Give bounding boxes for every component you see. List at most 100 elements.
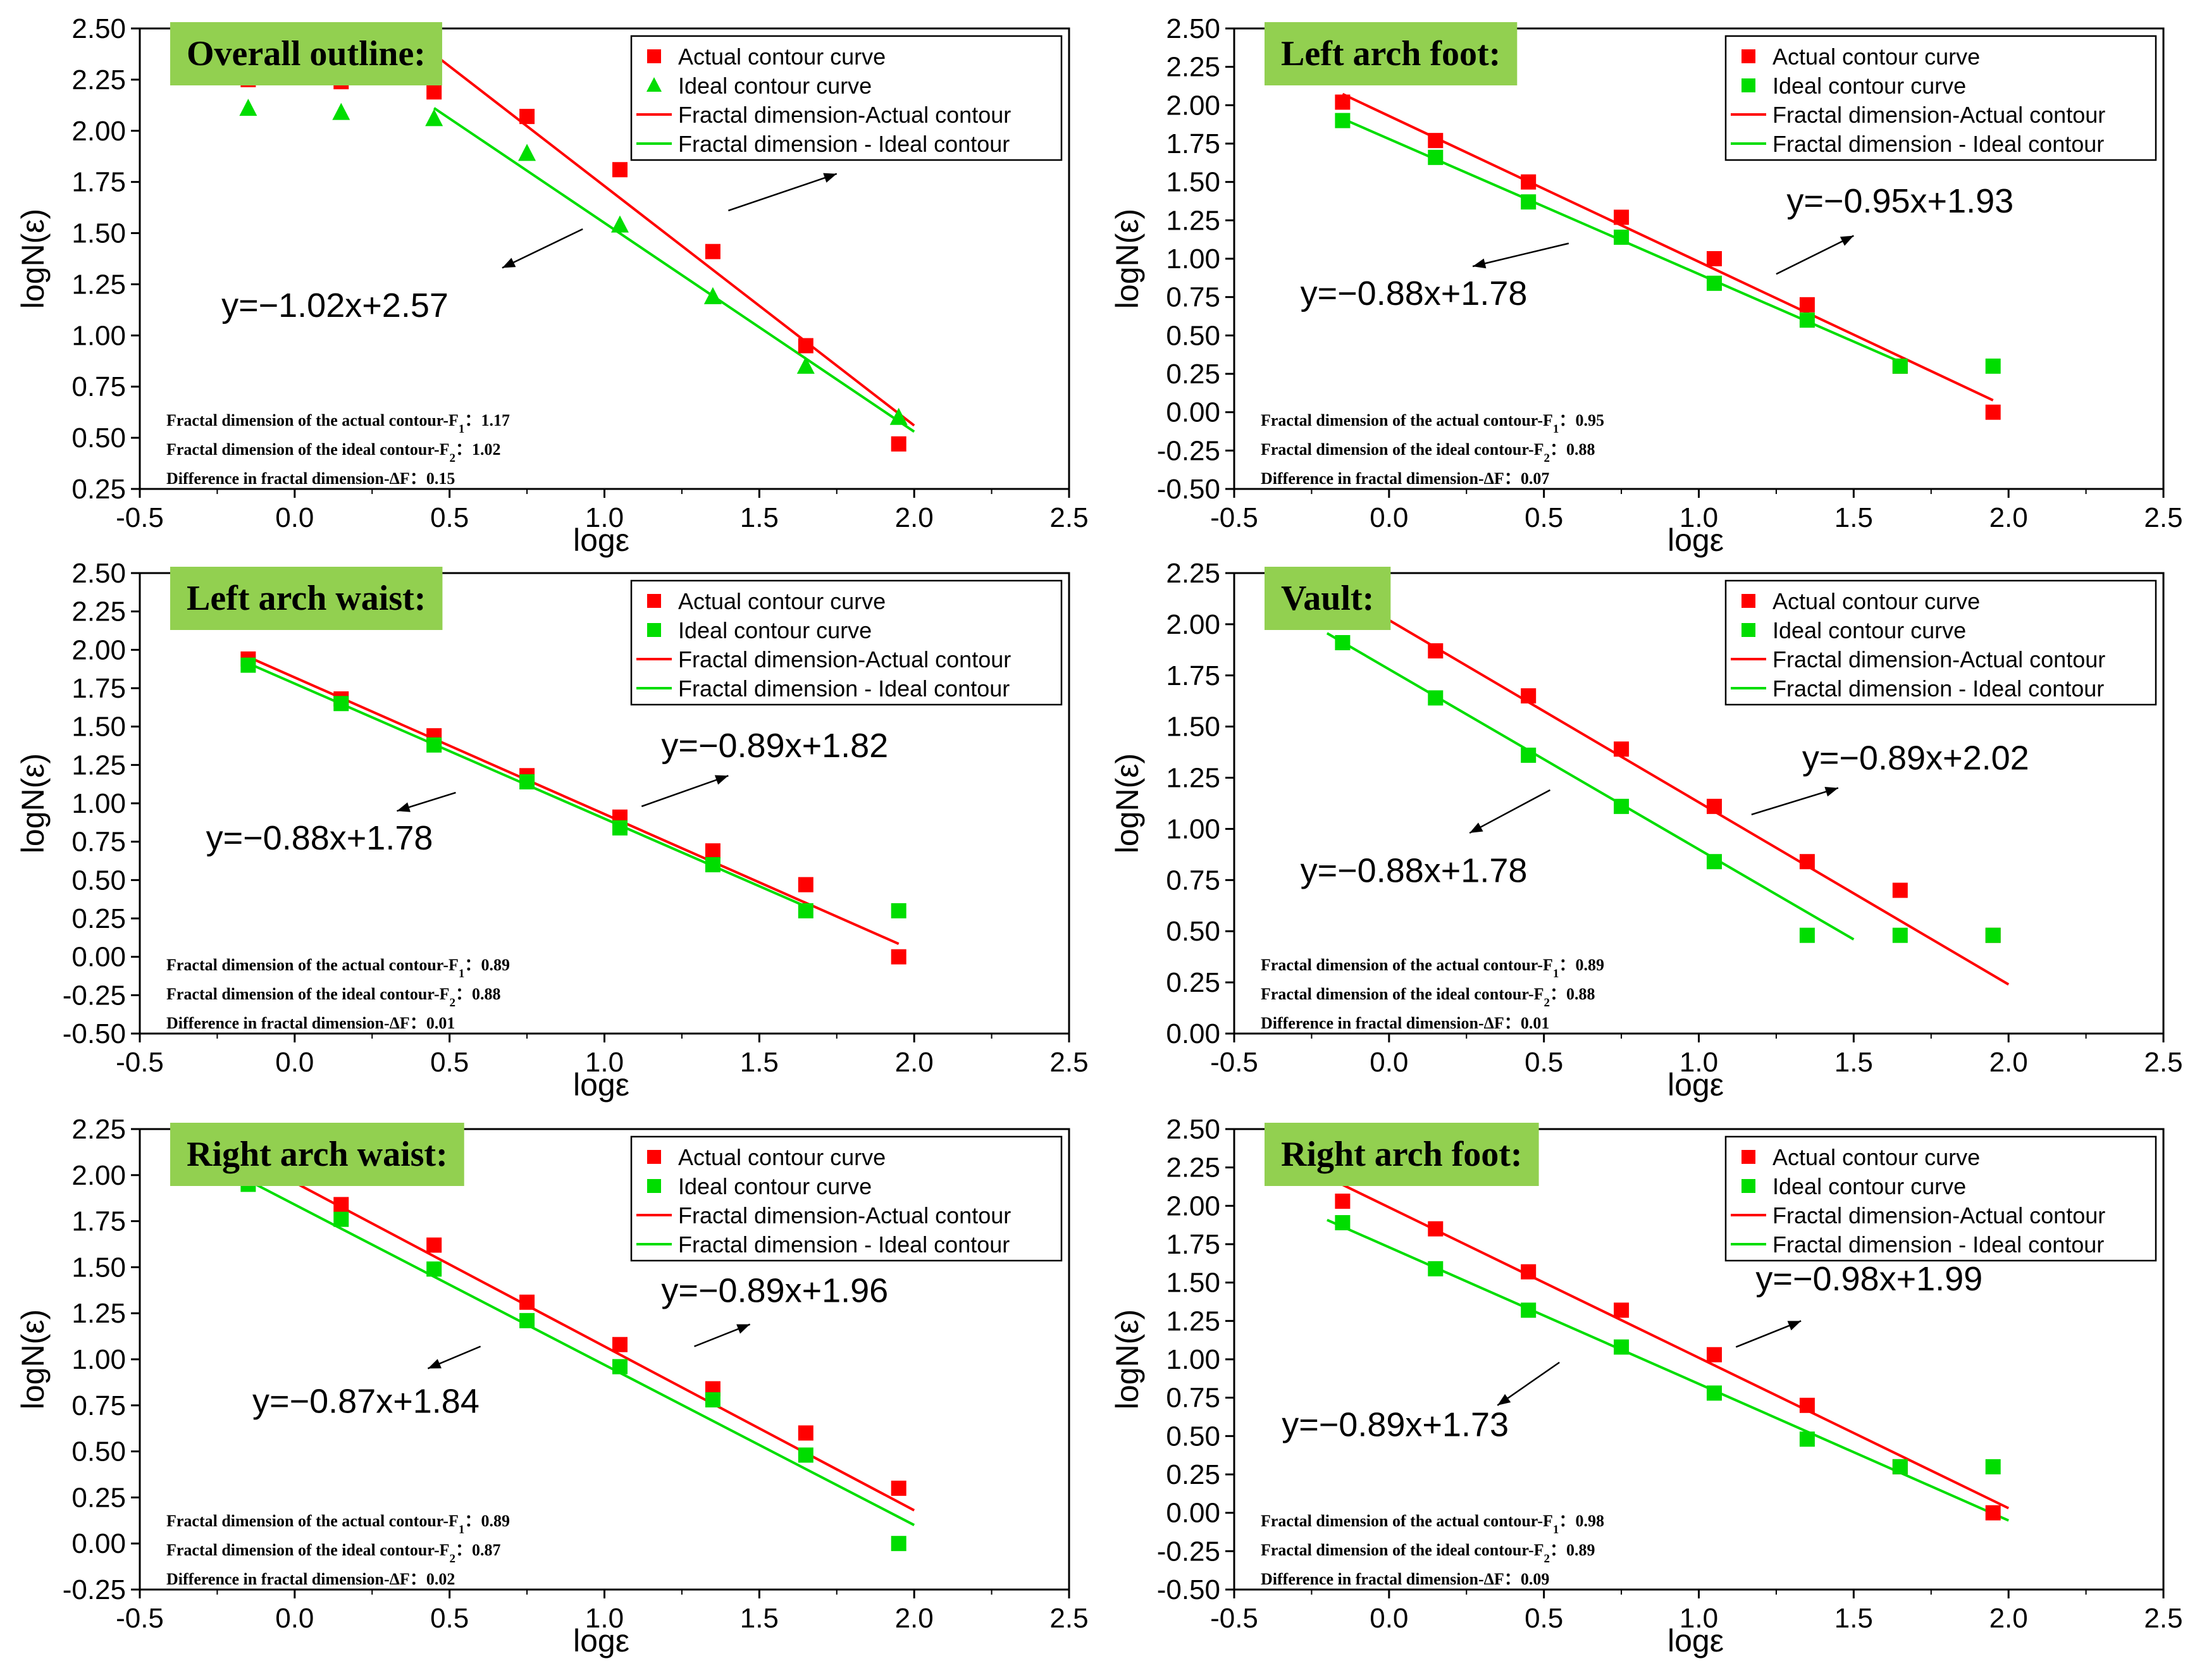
ideal-point xyxy=(518,144,536,161)
actual-point xyxy=(1335,94,1351,110)
fractal-note-colon: ： xyxy=(1559,411,1575,429)
fractal-note: Fractal dimension of the ideal contour-F… xyxy=(1261,440,1595,465)
legend-frame xyxy=(630,35,1063,161)
fractal-note-value: 0.15 xyxy=(426,469,455,488)
fractal-note-value: 0.01 xyxy=(426,1014,455,1032)
fractal-note-subscript: 1 xyxy=(1553,423,1559,436)
y-tick-label: 1.75 xyxy=(1166,660,1220,691)
fractal-note-label: Fractal dimension of the actual contour-… xyxy=(1261,1512,1553,1530)
fractal-note: Fractal dimension of the actual contour-… xyxy=(1261,411,1604,436)
actual-point xyxy=(1985,404,2001,420)
y-tick-label: 1.00 xyxy=(1166,244,1220,275)
fractal-note-value: 0.89 xyxy=(1566,1541,1595,1559)
y-tick-label: 2.00 xyxy=(71,634,126,665)
legend-marker xyxy=(1741,49,1755,63)
chart-panel-1: -0.5 0.0 0.5 1.0 1.5 2.0 2.5 0.25 0.50 0.75 1.00 1.… xyxy=(15,13,1089,558)
ideal-point xyxy=(519,1312,535,1328)
fractal-note-label: Fractal dimension of the ideal contour-F xyxy=(1261,1541,1544,1559)
chart-panel-4: -0.5 0.0 0.5 1.0 1.5 2.0 2.5 0.00 0.25 0.50 0.75 1.… xyxy=(1110,558,2183,1102)
ideal-point xyxy=(1892,1459,1908,1474)
x-tick-label: 1.0 xyxy=(585,1047,624,1078)
annotation-arrowhead xyxy=(736,1324,750,1334)
fractal-note: Fractal dimension of the actual contour-… xyxy=(1261,956,1604,980)
fractal-note-label: Fractal dimension of the actual contour-… xyxy=(166,1512,459,1530)
legend-label: Ideal contour curve xyxy=(1772,73,1966,99)
plot-area xyxy=(1326,591,2010,986)
ideal-point xyxy=(1428,690,1444,706)
y-tick-label: 0.25 xyxy=(71,1482,126,1513)
x-tick-label: 1.5 xyxy=(1834,502,1873,533)
actual-point xyxy=(891,1480,906,1496)
fit-line-actual xyxy=(1342,92,1994,402)
ideal-point xyxy=(1985,1459,2001,1474)
ideal-point xyxy=(1706,854,1722,870)
y-tick-label: -0.25 xyxy=(63,980,126,1011)
annotation-arrowhead xyxy=(714,775,729,785)
panel-title-background xyxy=(170,22,442,85)
y-tick-label: 2.50 xyxy=(1166,13,1220,44)
x-tick-label: 1.0 xyxy=(585,1603,624,1634)
x-axis-label: logε xyxy=(1667,522,1724,558)
actual-point xyxy=(1706,798,1722,814)
fractal-note-colon: ： xyxy=(455,985,472,1003)
y-tick-label: 1.75 xyxy=(71,167,126,198)
fractal-note-colon: ： xyxy=(1504,1570,1521,1588)
legend-frame xyxy=(1724,579,2157,706)
panel-title-background xyxy=(170,1123,464,1186)
ideal-point xyxy=(519,774,535,790)
x-tick-label: 2.5 xyxy=(1049,502,1088,533)
fit-equation-label: y=−0.98x+1.99 xyxy=(1755,1260,1983,1298)
fractal-note-colon: ： xyxy=(455,440,472,459)
panel-title-background xyxy=(170,567,443,630)
x-tick-label: -0.5 xyxy=(116,1603,164,1634)
y-tick-label: 1.50 xyxy=(71,1252,126,1283)
y-tick-label: 0.75 xyxy=(1166,282,1220,313)
fit-line-ideal xyxy=(1326,632,1855,941)
legend-label: Fractal dimension-Actual contour xyxy=(1772,646,2105,672)
x-tick-label: 1.5 xyxy=(740,502,779,533)
ideal-point xyxy=(705,857,721,873)
legend-label: Ideal contour curve xyxy=(678,73,872,99)
y-tick-label: 2.00 xyxy=(1166,609,1220,640)
fractal-note: Difference in fractal dimension-ΔF：0.01 xyxy=(166,1014,455,1032)
ideal-point xyxy=(796,356,815,374)
y-tick-label: 0.75 xyxy=(1166,1383,1220,1414)
fractal-note: Difference in fractal dimension-ΔF：0.09 xyxy=(1261,1570,1549,1588)
y-tick-label: -0.50 xyxy=(63,1018,126,1049)
annotation-arrowhead xyxy=(502,257,516,268)
x-tick-label: 1.5 xyxy=(1834,1603,1873,1634)
legend-label: Fractal dimension - Ideal contour xyxy=(678,131,1010,157)
fit-equation-label: y=−0.87x+1.84 xyxy=(252,1382,479,1420)
fractal-note-value: 0.01 xyxy=(1521,1014,1550,1032)
x-tick-label: 1.0 xyxy=(1680,502,1718,533)
y-tick-label: 1.75 xyxy=(1166,128,1220,159)
ideal-point xyxy=(798,1447,814,1463)
y-tick-label: 0.25 xyxy=(71,903,126,934)
fractal-note-subscript: 1 xyxy=(459,423,465,436)
legend-marker xyxy=(1741,623,1755,637)
ideal-point xyxy=(1614,230,1630,245)
actual-point xyxy=(1614,209,1630,225)
actual-point xyxy=(798,338,814,354)
ideal-point xyxy=(1706,275,1722,291)
y-tick-label: 0.00 xyxy=(71,1528,126,1559)
legend-marker xyxy=(647,49,661,63)
actual-point xyxy=(1799,1397,1815,1413)
legend: Actual contour curve Ideal contour curve F… xyxy=(630,1135,1063,1262)
y-tick-label: 2.25 xyxy=(71,596,126,627)
y-tick-label: 0.50 xyxy=(1166,916,1220,947)
actual-point xyxy=(1521,1264,1537,1280)
annotation-arrowhead xyxy=(1840,235,1854,246)
panel-title-text: Left arch foot: xyxy=(1281,34,1500,73)
fractal-note-value: 0.89 xyxy=(481,1512,510,1530)
legend-label: Actual contour curve xyxy=(1772,588,1980,614)
legend-label: Ideal contour curve xyxy=(678,617,872,643)
y-tick-label: 1.25 xyxy=(1166,1306,1220,1337)
x-tick-label: 1.5 xyxy=(1834,1047,1873,1078)
fractal-note-value: 0.98 xyxy=(1575,1512,1604,1530)
x-tick-label: 1.0 xyxy=(1680,1603,1718,1634)
legend-label: Fractal dimension - Ideal contour xyxy=(678,1232,1010,1257)
fractal-note-value: 0.02 xyxy=(426,1570,455,1588)
fractal-note-colon: ： xyxy=(1559,956,1575,974)
x-tick-label: 1.0 xyxy=(585,502,624,533)
